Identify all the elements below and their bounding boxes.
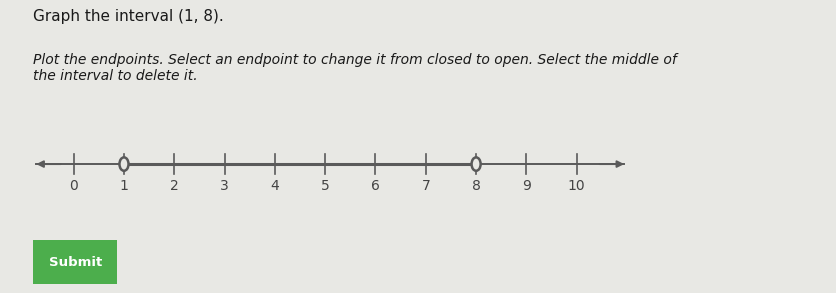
Text: 5: 5 [321,179,329,193]
Text: 3: 3 [220,179,229,193]
Text: Submit: Submit [48,256,102,269]
Text: 0: 0 [69,179,78,193]
Circle shape [120,157,129,171]
Text: 7: 7 [421,179,431,193]
Text: 8: 8 [472,179,481,193]
Text: 6: 6 [371,179,380,193]
Text: 2: 2 [170,179,179,193]
Text: 10: 10 [568,179,585,193]
Text: Graph the interval (1, 8).: Graph the interval (1, 8). [33,9,224,24]
Text: 1: 1 [120,179,129,193]
Text: Plot the endpoints. Select an endpoint to change it from closed to open. Select : Plot the endpoints. Select an endpoint t… [33,53,677,83]
Circle shape [472,157,481,171]
Text: 4: 4 [271,179,279,193]
Text: 9: 9 [522,179,531,193]
